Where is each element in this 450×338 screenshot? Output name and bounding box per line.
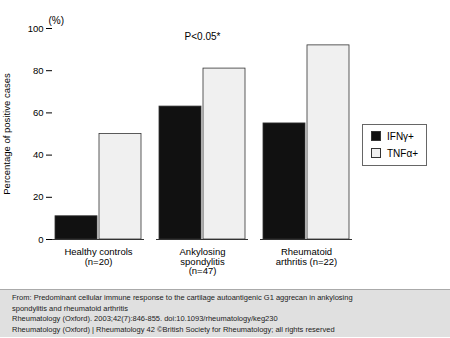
svg-text:Percentage of positive cases: Percentage of positive cases <box>1 73 12 195</box>
svg-text:Healthy controls(n=20): Healthy controls(n=20) <box>64 246 132 267</box>
svg-text:0: 0 <box>38 234 43 245</box>
svg-text:Rheumatoidarthritis (n=22): Rheumatoidarthritis (n=22) <box>276 246 338 267</box>
svg-text:40: 40 <box>33 149 44 160</box>
html-text:spondylitis and rheumatoid art: spondylitis and rheumatoid arthritis <box>12 303 128 313</box>
html-text:Rheumatology (Oxford) | Rheuma: Rheumatology (Oxford) | Rheumatology 42 … <box>12 324 335 334</box>
svg-text:80: 80 <box>33 65 44 76</box>
html-text:Rheumatology (Oxford). 2003;42: Rheumatology (Oxford). 2003;42(7):846-85… <box>12 314 278 323</box>
svg-text:60: 60 <box>33 107 44 118</box>
svg-text:100: 100 <box>28 23 44 34</box>
svg-text:(%): (%) <box>49 15 65 26</box>
svg-text:20: 20 <box>33 191 44 202</box>
html-text:TNFα+: TNFα+ <box>387 147 419 159</box>
html-text:IFNγ+: IFNγ+ <box>387 130 414 142</box>
html-text:From: Predominant cellular imm: From: Predominant cellular immune respon… <box>12 293 353 302</box>
svg-text:P<0.05*: P<0.05* <box>185 31 221 42</box>
svg-text:Ankylosingspondylitis(n=47): Ankylosingspondylitis(n=47) <box>180 246 226 276</box>
